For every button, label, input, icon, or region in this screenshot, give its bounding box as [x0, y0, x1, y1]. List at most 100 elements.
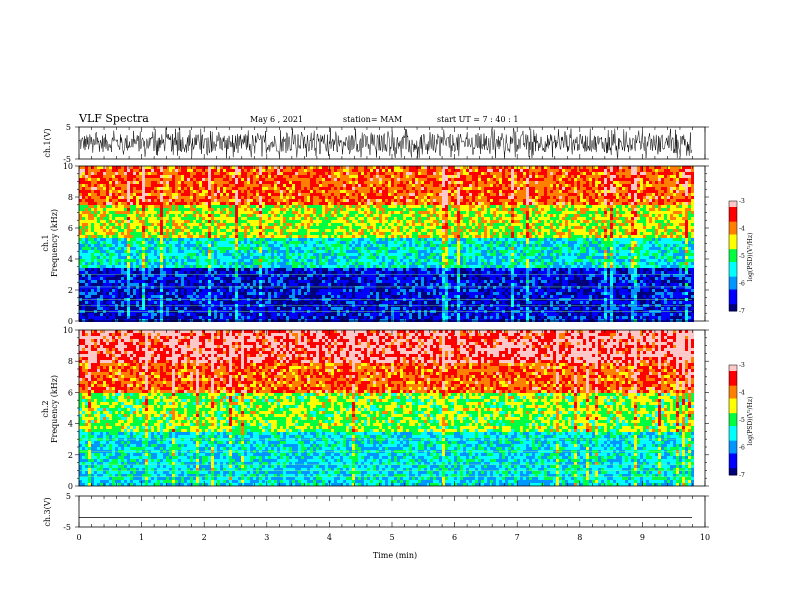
spectrogram-cell: [226, 280, 229, 283]
spectrogram-cell: [340, 181, 343, 184]
spectrogram-cell: [274, 175, 277, 178]
spectrogram-cell: [352, 223, 355, 226]
spectrogram-cell: [148, 169, 151, 172]
spectrogram-cell: [358, 241, 361, 244]
spectrogram-cell: [142, 268, 145, 271]
spectrogram-cell: [223, 247, 226, 250]
spectrogram-cell: [316, 277, 319, 280]
spectrogram-cell: [160, 295, 163, 298]
spectrogram-cell: [316, 184, 319, 187]
spectrogram-cell: [349, 214, 352, 217]
spectrogram-cell: [100, 199, 103, 202]
spectrogram-cell: [88, 205, 91, 208]
spectrogram-cell: [130, 295, 133, 298]
spectrogram-cell: [277, 208, 280, 211]
spectrogram-cell: [79, 187, 82, 190]
spectrogram-cell: [136, 211, 139, 214]
spectrogram-cell: [277, 172, 280, 175]
spectrogram-cell: [256, 247, 259, 250]
spectrogram-cell: [127, 199, 130, 202]
spectrogram-cell: [163, 277, 166, 280]
spectrogram-cell: [181, 196, 184, 199]
spectrogram-cell: [88, 259, 91, 262]
spectrogram-cell: [118, 214, 121, 217]
spectrogram-cell: [172, 283, 175, 286]
spectrogram-cell: [154, 184, 157, 187]
spectrogram-cell: [208, 214, 211, 217]
spectrogram-cell: [235, 232, 238, 235]
spectrogram-cell: [121, 295, 124, 298]
spectrogram-cell: [265, 262, 268, 265]
spectrogram-cell: [238, 247, 241, 250]
spectrogram-cell: [247, 226, 250, 229]
spectrogram-cell: [238, 274, 241, 277]
spectrogram-cell: [106, 181, 109, 184]
spectrogram-cell: [310, 181, 313, 184]
spectrogram-cell: [109, 184, 112, 187]
spectrogram-cell: [331, 313, 334, 316]
spectrogram-cell: [145, 238, 148, 241]
spectrogram-cell: [223, 265, 226, 268]
spectrogram-cell: [214, 274, 217, 277]
spectrogram-cell: [109, 265, 112, 268]
spectrogram-cell: [244, 283, 247, 286]
spectrogram-cell: [223, 196, 226, 199]
spectrogram-cell: [172, 277, 175, 280]
spectrogram-cell: [157, 244, 160, 247]
spectrogram-cell: [85, 316, 88, 319]
spectrogram-cell: [355, 268, 358, 271]
spectrogram-cell: [175, 268, 178, 271]
spectrogram-cell: [130, 277, 133, 280]
spectrogram-cell: [85, 250, 88, 253]
spectrogram-cell: [349, 238, 352, 241]
spectrogram-cell: [127, 277, 130, 280]
spectrogram-cell: [109, 208, 112, 211]
spectrogram-cell: [139, 301, 142, 304]
spectrogram-cell: [163, 253, 166, 256]
spectrogram-cell: [151, 193, 154, 196]
spectrogram-cell: [343, 229, 346, 232]
spectrogram-cell: [259, 268, 262, 271]
spectrogram-cell: [79, 271, 82, 274]
spectrogram-cell: [100, 196, 103, 199]
spectrogram-cell: [241, 217, 244, 220]
spectrogram-cell: [259, 187, 262, 190]
spectrogram-cell: [343, 301, 346, 304]
spectrogram-cell: [208, 175, 211, 178]
spectrogram-cell: [271, 235, 274, 238]
spectrogram-cell: [136, 208, 139, 211]
spectrogram-cell: [148, 175, 151, 178]
spectrogram-cell: [190, 256, 193, 259]
spectrogram-cell: [232, 253, 235, 256]
spectrogram-cell: [292, 202, 295, 205]
spectrogram-cell: [265, 238, 268, 241]
spectrogram-cell: [97, 244, 100, 247]
spectrogram-cell: [169, 307, 172, 310]
spectrogram-cell: [256, 319, 259, 322]
spectrogram-cell: [352, 319, 355, 322]
spectrogram-cell: [337, 238, 340, 241]
spectrogram-cell: [208, 187, 211, 190]
spectrogram-cell: [202, 202, 205, 205]
spectrogram-cell: [196, 199, 199, 202]
spectrogram-cell: [196, 175, 199, 178]
spectrogram-cell: [280, 217, 283, 220]
spectrogram-cell: [118, 313, 121, 316]
spectrogram-cell: [220, 232, 223, 235]
spectrogram-cell: [112, 244, 115, 247]
spectrogram-cell: [160, 208, 163, 211]
spectrogram-cell: [202, 205, 205, 208]
spectrogram-cell: [226, 289, 229, 292]
spectrogram-cell: [265, 247, 268, 250]
spectrogram-cell: [295, 286, 298, 289]
spectrogram-cell: [355, 265, 358, 268]
spectrogram-cell: [295, 244, 298, 247]
spectrogram-cell: [94, 268, 97, 271]
spectrogram-cell: [172, 187, 175, 190]
spectrogram-cell: [229, 190, 232, 193]
spectrogram-cell: [124, 199, 127, 202]
spectrogram-cell: [139, 199, 142, 202]
spectrogram-cell: [355, 295, 358, 298]
spectrogram-cell: [97, 211, 100, 214]
spectrogram-cell: [226, 181, 229, 184]
